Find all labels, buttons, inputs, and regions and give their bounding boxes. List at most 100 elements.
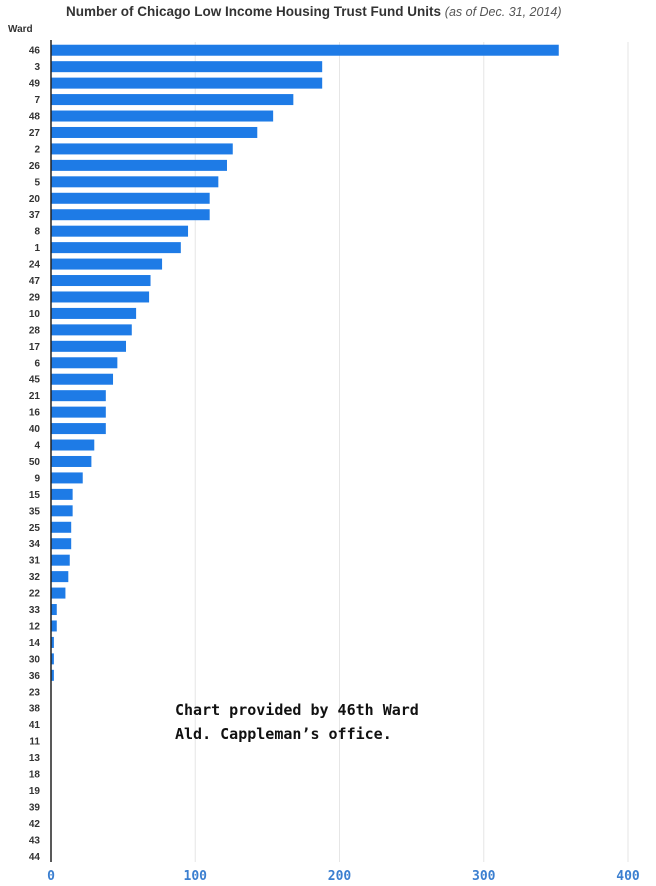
category-label: 3 xyxy=(34,62,40,73)
category-label: 47 xyxy=(29,276,41,287)
chart-subtitle: (as of Dec. 31, 2014) xyxy=(444,5,562,19)
category-label: 49 xyxy=(29,79,41,90)
bar xyxy=(51,373,114,385)
bar xyxy=(51,505,73,517)
category-label: 48 xyxy=(29,112,41,123)
bar xyxy=(51,636,54,648)
bar xyxy=(51,242,181,254)
category-label: 13 xyxy=(29,753,41,764)
bar xyxy=(51,307,137,319)
category-label: 20 xyxy=(29,194,41,205)
bar xyxy=(51,176,219,188)
x-tick-label: 100 xyxy=(184,869,208,884)
bar xyxy=(51,390,106,402)
category-label: 39 xyxy=(29,802,41,813)
credit-line-2: Ald. Cappleman’s office. xyxy=(175,725,392,743)
category-label: 27 xyxy=(29,128,41,139)
bar xyxy=(51,521,72,533)
category-label: 15 xyxy=(29,490,41,501)
category-label: 37 xyxy=(29,210,41,221)
category-label: 29 xyxy=(29,292,41,303)
category-label: 44 xyxy=(29,852,41,863)
category-label: 34 xyxy=(29,539,41,550)
category-label: 46 xyxy=(29,46,41,57)
chart-credit-note: Chart provided by 46th Ward Ald. Capplem… xyxy=(175,698,495,746)
category-label: 18 xyxy=(29,770,41,781)
category-label: 43 xyxy=(29,835,41,846)
bar xyxy=(51,439,95,451)
bar xyxy=(51,406,106,418)
category-label: 17 xyxy=(29,342,41,353)
bar xyxy=(51,77,323,89)
category-label: 25 xyxy=(29,523,41,534)
bar xyxy=(51,538,72,550)
category-label: 6 xyxy=(34,358,40,369)
category-label: 50 xyxy=(29,457,41,468)
category-label: 26 xyxy=(29,161,41,172)
bar xyxy=(51,291,150,303)
chart-title: Number of Chicago Low Income Housing Tru… xyxy=(66,4,656,19)
category-label: 23 xyxy=(29,687,41,698)
category-label: 45 xyxy=(29,375,41,386)
bar xyxy=(51,143,233,155)
credit-line-1: Chart provided by 46th Ward xyxy=(175,701,419,719)
category-label: 11 xyxy=(29,737,40,748)
bar xyxy=(51,159,227,171)
bar xyxy=(51,620,57,632)
category-label: 35 xyxy=(29,506,41,517)
category-label: 16 xyxy=(29,408,41,419)
bar xyxy=(51,472,83,484)
x-tick-label: 300 xyxy=(472,869,496,884)
bar xyxy=(51,423,106,435)
bar xyxy=(51,653,54,665)
category-label: 7 xyxy=(34,95,40,106)
x-tick-label: 400 xyxy=(616,869,640,884)
bar xyxy=(51,554,70,566)
bar xyxy=(51,340,127,352)
category-label: 9 xyxy=(34,473,40,484)
category-label: 1 xyxy=(34,243,40,254)
bar xyxy=(51,126,258,138)
bar xyxy=(51,94,294,106)
bar xyxy=(51,275,151,287)
bar xyxy=(51,225,189,237)
category-label: 41 xyxy=(29,720,41,731)
category-label: 38 xyxy=(29,704,41,715)
category-label: 36 xyxy=(29,671,41,682)
category-label: 30 xyxy=(29,654,41,665)
bar xyxy=(51,209,210,221)
bar xyxy=(51,587,66,599)
bar xyxy=(51,669,54,681)
bar xyxy=(51,192,210,204)
category-label: 14 xyxy=(29,638,41,649)
bar xyxy=(51,357,118,369)
category-label: 31 xyxy=(29,556,41,567)
category-label: 28 xyxy=(29,325,41,336)
bar xyxy=(51,488,73,500)
bar xyxy=(51,571,69,583)
x-tick-label: 200 xyxy=(328,869,352,884)
bar xyxy=(51,455,92,467)
chart-title-main: Number of Chicago Low Income Housing Tru… xyxy=(66,4,442,19)
category-label: 22 xyxy=(29,589,41,600)
category-label: 40 xyxy=(29,424,41,435)
category-label: 33 xyxy=(29,605,41,616)
category-label: 32 xyxy=(29,572,41,583)
bar xyxy=(51,44,559,56)
bar xyxy=(51,604,57,616)
bar xyxy=(51,258,163,270)
category-label: 2 xyxy=(34,144,40,155)
category-label: 5 xyxy=(34,177,40,188)
category-label: 8 xyxy=(34,227,40,238)
bar xyxy=(51,110,274,122)
category-label: 24 xyxy=(29,260,41,271)
category-label: 21 xyxy=(29,391,41,402)
category-label: 4 xyxy=(34,441,40,452)
bar xyxy=(51,61,323,73)
category-label: 10 xyxy=(29,309,41,320)
bar xyxy=(51,324,132,336)
y-axis-label: Ward xyxy=(8,24,33,35)
category-label: 19 xyxy=(29,786,41,797)
category-label: 12 xyxy=(29,621,41,632)
